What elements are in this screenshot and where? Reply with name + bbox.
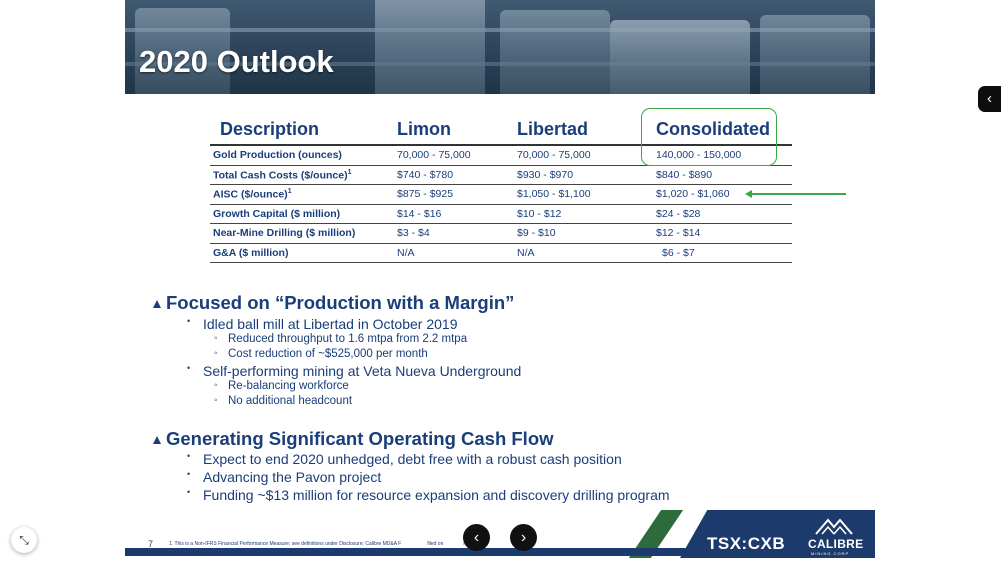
table-row: Near-Mine Drilling ($ million) $3 - $4 $9 …: [210, 224, 792, 244]
shrink-icon: ⤡: [19, 533, 29, 547]
table-row: Growth Capital ($ million) $14 - $16 $10 -…: [210, 205, 792, 224]
footer-note: 1. This is a Non-IFRS Financial Performa…: [169, 541, 468, 547]
title-banner: 2020 Outlook: [125, 0, 875, 94]
banner-tank: [760, 15, 870, 94]
cell-consolidated: $1,020 - $1,060: [656, 188, 730, 200]
triangle-bullet-icon: [153, 300, 161, 308]
brand-subtitle: MINING CORP: [811, 551, 850, 556]
table-header-row: Description Limon Libertad Consolidated: [210, 110, 792, 146]
table-row: G&A ($ million) N/A N/A $6 - $7: [210, 244, 792, 263]
row-label: Gold Production (ounces): [213, 149, 342, 161]
cell-limon: $740 - $780: [397, 168, 454, 181]
cell-limon: $3 - $4: [397, 227, 430, 239]
chevron-right-icon: ›: [520, 529, 527, 546]
open-sidebar-button[interactable]: ‹: [978, 86, 1001, 112]
slide-title: 2020 Outlook: [139, 44, 334, 79]
row-label: Total Cash Costs ($/ounce)1: [213, 168, 352, 182]
cell-libertad: 70,000 - 75,000: [517, 149, 591, 161]
cell-consolidated: $6 - $7: [662, 246, 695, 259]
cell-libertad: N/A: [517, 246, 535, 259]
triangle-bullet-icon: [153, 436, 161, 444]
aisc-arrow-head: [745, 189, 752, 198]
cell-libertad: $9 - $10: [517, 227, 556, 239]
banner-tank: [375, 0, 485, 94]
banner-tank: [135, 8, 230, 94]
exit-fullscreen-button[interactable]: ⤡: [11, 527, 37, 553]
cell-limon: N/A: [397, 246, 415, 259]
row-label: Near-Mine Drilling ($ million): [213, 227, 356, 239]
row-label: Growth Capital ($ million): [213, 207, 341, 220]
cell-libertad: $10 - $12: [517, 207, 562, 220]
footnote-marker: 1: [347, 168, 352, 176]
cell-limon: $875 - $925: [397, 188, 454, 200]
chevron-left-icon: ‹: [473, 529, 480, 546]
list-subitem: Cost reduction of ~$525,000 per month: [214, 348, 428, 360]
ticker-label: TSX:CXB: [707, 534, 786, 553]
table-row: Gold Production (ounces) 70,000 - 75,000 7…: [210, 146, 792, 166]
next-slide-button[interactable]: ›: [510, 524, 537, 551]
list-subitem: Reduced throughput to 1.6 mtpa from 2.2 …: [214, 333, 467, 345]
calibre-logo-icon: [815, 518, 853, 535]
list-subitem: No additional headcount: [214, 395, 352, 407]
consolidated-highlight-box: [641, 108, 777, 166]
brand-name: CALIBRE: [808, 537, 864, 551]
aisc-arrow: [749, 193, 846, 195]
previous-slide-button[interactable]: ‹: [463, 524, 490, 551]
cell-consolidated: $12 - $14: [656, 227, 701, 239]
cell-limon: 70,000 - 75,000: [397, 149, 471, 161]
cell-consolidated: $24 - $28: [656, 207, 701, 220]
slide: 2020 Outlook Description Limon Libertad …: [125, 0, 875, 563]
list-subitem: Re-balancing workforce: [214, 380, 349, 392]
header-consolidated: Consolidated: [656, 119, 771, 139]
header-description: Description: [220, 119, 320, 139]
banner-tank: [500, 10, 610, 94]
footnote-marker: 1: [287, 188, 292, 195]
section-heading-cashflow: Generating Significant Operating Cash Fl…: [153, 428, 554, 450]
list-item: Advancing the Pavon project: [187, 469, 381, 485]
header-libertad: Libertad: [517, 119, 589, 139]
cell-consolidated: 140,000 - 150,000: [656, 149, 742, 161]
list-item: Idled ball mill at Libertad in October 2…: [187, 316, 458, 332]
list-item: Funding ~$13 million for resource expans…: [187, 487, 670, 503]
row-label: AISC ($/ounce)1: [213, 188, 292, 201]
table-row: AISC ($/ounce)1 $875 - $925 $1,050 - $1,10…: [210, 185, 792, 205]
list-item: Expect to end 2020 unhedged, debt free w…: [187, 451, 622, 467]
cell-libertad: $930 - $970: [517, 168, 574, 181]
row-label: G&A ($ million): [213, 246, 289, 259]
page-number: 7: [148, 539, 154, 549]
list-item: Self-performing mining at Veta Nueva Und…: [187, 363, 521, 379]
cell-libertad: $1,050 - $1,100: [517, 188, 591, 200]
footer-bar: [125, 548, 875, 556]
outlook-table: Description Limon Libertad Consolidated …: [210, 110, 792, 263]
chevron-left-icon: ‹: [987, 90, 992, 107]
header-limon: Limon: [397, 119, 451, 139]
table-row: Total Cash Costs ($/ounce)1 $740 - $780 $9…: [210, 166, 792, 185]
banner-tank: [610, 20, 750, 94]
section-heading-production: Focused on “Production with a Margin”: [153, 292, 514, 314]
cell-consolidated: $840 - $890: [656, 168, 713, 181]
cell-limon: $14 - $16: [397, 207, 442, 220]
